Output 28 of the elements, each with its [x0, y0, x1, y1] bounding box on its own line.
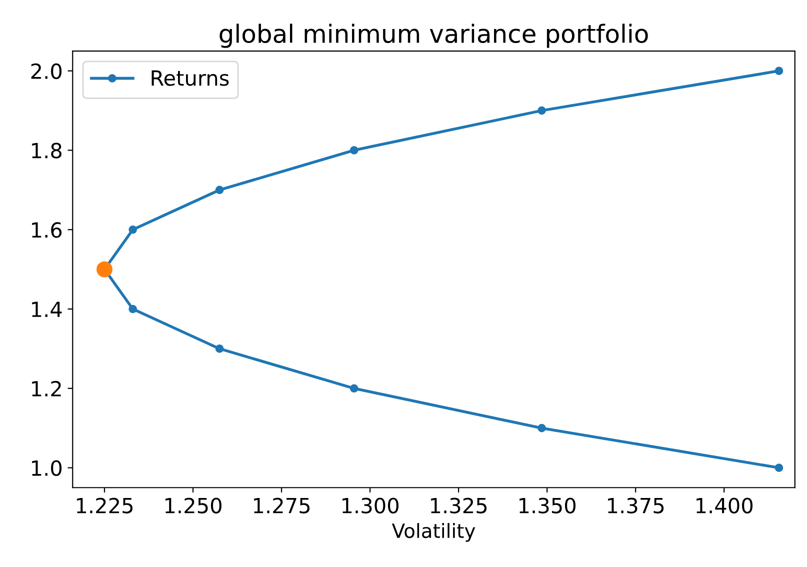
y-tick-label: 1.4: [32, 302, 62, 317]
point: [538, 424, 546, 432]
x-tick-label: 1.375: [608, 498, 664, 514]
x-tick-label: 1.275: [254, 498, 310, 514]
y-tick-label: 1.2: [32, 380, 61, 396]
x-tick-label: 1.225: [76, 498, 132, 514]
chart-title: global minimum variance portfolio: [220, 24, 648, 48]
point: [350, 384, 358, 393]
legend-label: Returns: [152, 70, 229, 86]
point: [538, 106, 546, 115]
x-axis-title: Volatility: [392, 523, 476, 542]
x-tick-label: 1.325: [431, 498, 487, 514]
y-tick-label: 1.8: [32, 142, 62, 158]
y-tick-label: 2.0: [31, 63, 62, 80]
point: [128, 225, 137, 234]
y-tick-label: 1.0: [32, 460, 62, 476]
point: [215, 344, 224, 353]
point: [774, 66, 784, 76]
x-tick-label: 1.350: [520, 498, 576, 514]
x-tick-label: 1.300: [342, 498, 398, 514]
x-tick-label: 1.250: [165, 498, 222, 514]
point: [350, 146, 358, 154]
y-tick-label: 1.6: [32, 222, 62, 238]
point: [774, 464, 784, 472]
point: [128, 304, 137, 314]
point: [96, 261, 112, 278]
point: [215, 186, 224, 194]
x-tick-label: 1.400: [696, 498, 753, 514]
